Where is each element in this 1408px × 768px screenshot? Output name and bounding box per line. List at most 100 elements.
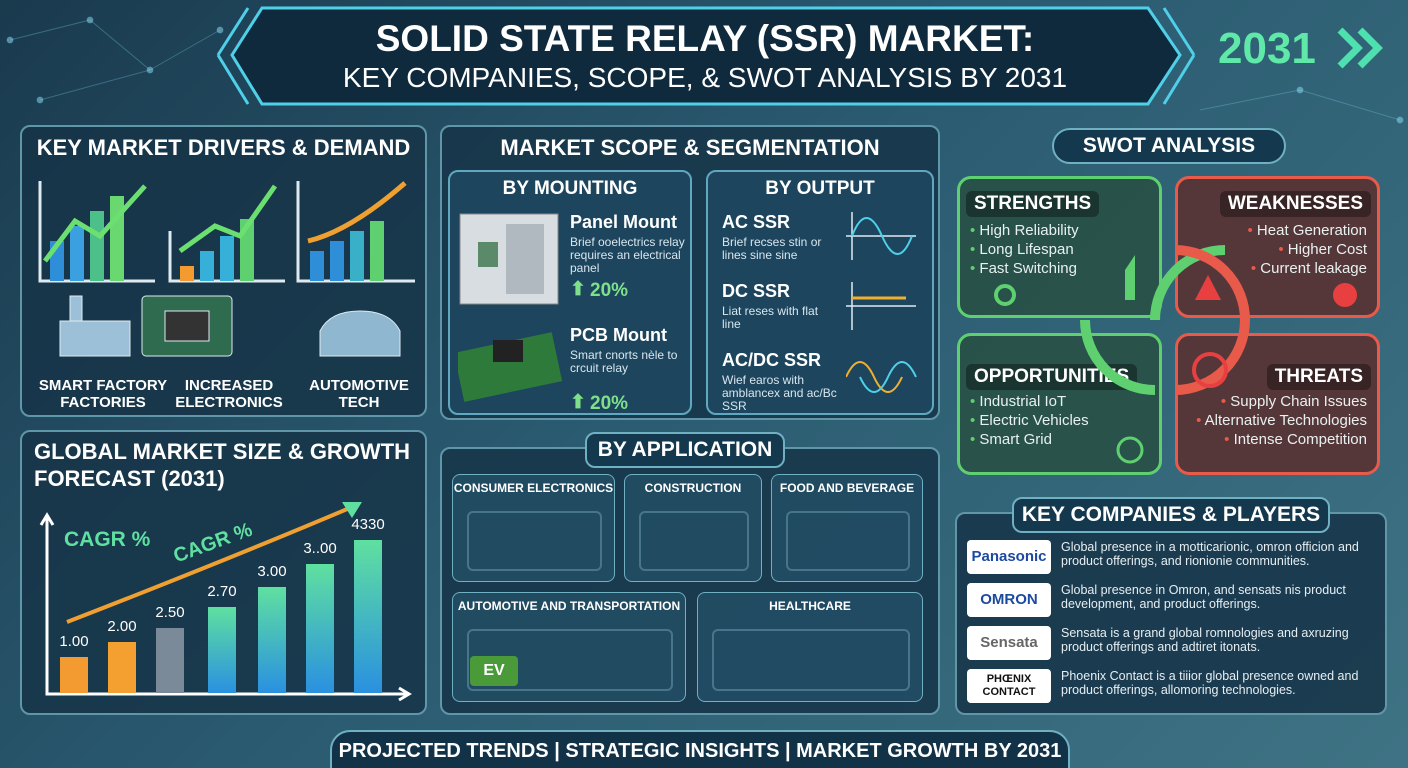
- driver-label-line: SMART FACTORY: [38, 377, 168, 394]
- output-desc: Brief recses stin or lines sine sine: [722, 235, 822, 262]
- year: 2031: [1218, 24, 1316, 73]
- companies-panel: Panasonic Global presence in a motticario…: [955, 512, 1387, 715]
- swot-item-text: Intense Competition: [1233, 431, 1367, 448]
- bar-label: 2.00: [107, 618, 137, 635]
- output-panel: BY OUTPUT AC SSR Brief recses stin or lin…: [706, 170, 934, 415]
- application-icons: [467, 511, 602, 571]
- bullet: •: [1196, 412, 1205, 429]
- footer: PROJECTED TRENDS | STRATEGIC INSIGHTS | …: [330, 730, 1070, 768]
- swot-item-text: Long Lifespan: [979, 241, 1074, 258]
- market-title: GLOBAL MARKET SIZE & GROWTH FORECAST (20…: [34, 439, 411, 491]
- mount-growth: 20%: [590, 280, 629, 301]
- mount-desc: Smart cnorts nèle to crcuit relay: [570, 348, 678, 375]
- bullet: •: [970, 431, 980, 448]
- output-name: DC SSR: [722, 281, 791, 301]
- company-logo: Panasonic: [967, 540, 1051, 574]
- mounting-title: BY MOUNTING: [502, 178, 638, 199]
- bar-label: 2.50: [155, 604, 185, 621]
- companies-title: KEY COMPANIES & PLAYERS: [1012, 497, 1330, 533]
- driver-label-line: TECH: [338, 394, 380, 411]
- bullet: •: [1278, 241, 1288, 258]
- application-icons: [639, 511, 749, 571]
- swot-list: • Heat Generation • Higher Cost • Current …: [1248, 221, 1368, 278]
- driver-label-line: AUTOMOTIVE: [309, 377, 409, 394]
- growth-chart: [39, 502, 412, 702]
- bullet: •: [970, 393, 980, 410]
- bar-label: 2.70: [207, 583, 237, 600]
- company-row: Sensata Sensata is a grand global romnolo…: [967, 626, 1381, 666]
- swot-item: • Smart Grid: [970, 430, 1089, 449]
- mounting-icons: [458, 213, 562, 402]
- drivers-panel: KEY MARKET DRIVERS & DEMAND SMART FACTOR…: [20, 125, 427, 417]
- driver-label: INCREASED ELECTRONICS: [164, 377, 294, 411]
- company-logo: PHŒNIX CONTACT: [967, 669, 1051, 703]
- swot-item-text: Industrial IoT: [979, 393, 1067, 410]
- bar-label: 3.00: [257, 563, 287, 580]
- company-text: Global presence in Omron, and sensats ni…: [1061, 583, 1346, 611]
- driver-label: AUTOMOTIVE TECH: [294, 377, 424, 411]
- company-row: Panasonic Global presence in a motticario…: [967, 540, 1381, 580]
- application-card: HEALTHCARE: [697, 592, 923, 702]
- growth-arrow: ⬆: [570, 279, 586, 300]
- swot-item-text: High Reliability: [979, 222, 1079, 239]
- market-panel: GLOBAL MARKET SIZE & GROWTH FORECAST (20…: [20, 430, 427, 715]
- output-name: AC SSR: [722, 212, 791, 232]
- swot-title: SWOT ANALYSIS: [1052, 128, 1286, 164]
- swot-threats: THREATS • Supply Chain Issues • Alternativ…: [1175, 333, 1380, 475]
- swot-heading: THREATS: [1266, 364, 1371, 390]
- swot-list: • Supply Chain Issues • Alternative Techn…: [1196, 392, 1367, 449]
- driver-icons: [38, 181, 415, 357]
- ev-label: EV: [470, 656, 518, 686]
- bullet: •: [970, 412, 980, 429]
- bullet: •: [1247, 222, 1257, 239]
- swot-item-text: Smart Grid: [979, 431, 1052, 448]
- swot-item-text: Heat Generation: [1256, 222, 1367, 239]
- driver-label: SMART FACTORY FACTORIES: [38, 377, 168, 411]
- company-row: OMRON Global presence in Omron, and sensa…: [967, 583, 1381, 623]
- application-card: AUTOMOTIVE AND TRANSPORTATION: [452, 592, 686, 702]
- bar-label: 1.00: [59, 633, 89, 650]
- output-desc: Liat reses with flat line: [722, 304, 819, 331]
- waveform-icons: [846, 212, 917, 393]
- bullet: •: [970, 260, 980, 277]
- swot-item-text: Fast Switching: [979, 260, 1077, 277]
- swot-item: • Heat Generation: [1248, 221, 1368, 240]
- output-desc: Wief earos with amblancex and ac/Bc SSR: [722, 373, 837, 413]
- driver-label-line: FACTORIES: [60, 394, 146, 411]
- mount-name: PCB Mount: [570, 325, 667, 345]
- swot-item: • Intense Competition: [1196, 430, 1367, 449]
- swot-item-text: Current leakage: [1260, 260, 1367, 277]
- swot-item: • Electric Vehicles: [970, 411, 1089, 430]
- bar-label: 3..00: [303, 540, 337, 557]
- company-text: Phoenix Contact is a tiiior global prese…: [1061, 669, 1359, 697]
- swot-list: • High Reliability • Long Lifespan • Fast …: [970, 221, 1079, 278]
- bullet: •: [970, 222, 980, 239]
- swot-opportunities: OPPORTUNITIES • Industrial IoT • Electric …: [957, 333, 1162, 475]
- scope-panel: MARKET SCOPE & SEGMENTATION BY MOUNTING …: [440, 125, 940, 420]
- drivers-title: KEY MARKET DRIVERS & DEMAND: [36, 135, 411, 160]
- bullet: •: [1220, 393, 1231, 410]
- swot-item-text: Electric Vehicles: [979, 412, 1089, 429]
- swot-item-text: Alternative Technologies: [1204, 412, 1367, 429]
- mount-growth: 20%: [590, 393, 629, 414]
- swot-item: • Fast Switching: [970, 259, 1079, 278]
- mount-name: Panel Mount: [570, 212, 677, 232]
- growth-arrow: ⬆: [570, 392, 586, 413]
- bullet: •: [1224, 431, 1234, 448]
- title-line1: SOLID STATE RELAY (SSR) MARKET:: [375, 18, 1035, 59]
- company-text: Global presence in a motticarionic, omro…: [1061, 540, 1359, 568]
- swot-circle: [994, 245, 1357, 464]
- application-icons: [467, 629, 673, 691]
- bullet: •: [1250, 260, 1261, 277]
- application-title: BY APPLICATION: [585, 432, 785, 468]
- swot-item: • Supply Chain Issues: [1196, 392, 1367, 411]
- cagr-label: CAGR %: [64, 528, 151, 551]
- swot-item: • High Reliability: [970, 221, 1079, 240]
- swot-item: • Industrial IoT: [970, 392, 1089, 411]
- company-row: PHŒNIX CONTACT Phoenix Contact is a tiiio…: [967, 669, 1381, 709]
- company-text: Sensata is a grand global romnologies an…: [1061, 626, 1349, 654]
- mount-desc: Brief ooelectrics relay requires an elec…: [570, 235, 685, 275]
- title-line2: KEY COMPANIES, SCOPE, & SWOT ANALYSIS BY…: [342, 62, 1068, 93]
